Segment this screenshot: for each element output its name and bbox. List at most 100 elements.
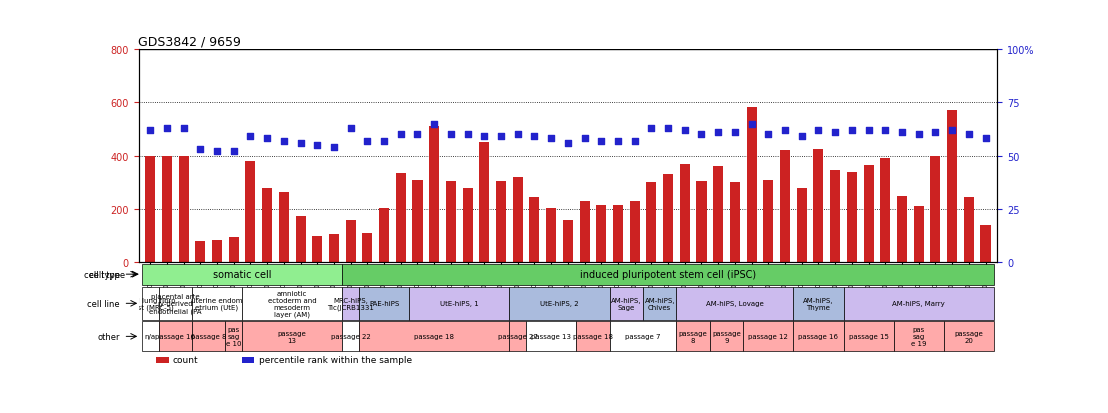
Point [542, 136, 560, 142]
Text: cell type: cell type [84, 270, 120, 279]
FancyBboxPatch shape [677, 322, 710, 351]
Bar [797, 188, 807, 263]
Point [459, 132, 476, 138]
Point [709, 129, 727, 136]
Bar [880, 159, 891, 263]
Point [910, 132, 927, 138]
Point [626, 138, 644, 145]
Bar [195, 242, 205, 263]
FancyBboxPatch shape [843, 322, 894, 351]
Bar [629, 202, 639, 263]
Point [576, 136, 594, 142]
Text: pas
sag
e 19: pas sag e 19 [911, 327, 926, 347]
Text: AM-hiPS,
Chives: AM-hiPS, Chives [645, 297, 675, 310]
Point [475, 134, 493, 140]
FancyBboxPatch shape [409, 287, 510, 320]
Text: AM-hiPS, Lovage: AM-hiPS, Lovage [706, 301, 763, 306]
Point [525, 134, 543, 140]
Text: other: other [98, 332, 120, 341]
Text: AM-hiPS,
Thyme: AM-hiPS, Thyme [803, 297, 833, 310]
Point [726, 129, 743, 136]
Bar [162, 156, 172, 263]
Point [258, 136, 276, 142]
Text: amniotic
ectoderm and
mesoderm
layer (AM): amniotic ectoderm and mesoderm layer (AM… [268, 290, 317, 317]
FancyBboxPatch shape [359, 287, 409, 320]
FancyBboxPatch shape [843, 287, 994, 320]
FancyBboxPatch shape [192, 287, 242, 320]
Bar [263, 188, 273, 263]
Text: uterine endom
etrium (UtE): uterine endom etrium (UtE) [192, 297, 243, 310]
Point [142, 127, 160, 134]
Point [609, 138, 627, 145]
Point [976, 136, 994, 142]
Bar [813, 150, 823, 263]
Point [960, 132, 977, 138]
FancyBboxPatch shape [242, 287, 342, 320]
Bar [429, 127, 439, 263]
Point [509, 132, 526, 138]
Text: passage
20: passage 20 [954, 330, 983, 343]
Bar [596, 206, 606, 263]
Bar [530, 197, 540, 263]
Bar [931, 156, 941, 263]
Text: passage 13: passage 13 [531, 334, 571, 339]
Text: passage 18: passage 18 [414, 334, 454, 339]
FancyBboxPatch shape [342, 322, 359, 351]
Text: somatic cell: somatic cell [213, 270, 271, 280]
Bar [563, 220, 573, 263]
FancyBboxPatch shape [944, 322, 994, 351]
Bar [279, 192, 289, 263]
FancyBboxPatch shape [342, 287, 359, 320]
Point [492, 134, 510, 140]
Bar [155, 357, 168, 363]
FancyBboxPatch shape [158, 322, 192, 351]
Bar [981, 225, 991, 263]
Text: GDS3842 / 9659: GDS3842 / 9659 [138, 36, 242, 48]
Bar [964, 197, 974, 263]
Bar [897, 196, 907, 263]
Text: passage 12: passage 12 [748, 334, 788, 339]
Text: passage 16: passage 16 [799, 334, 839, 339]
FancyBboxPatch shape [242, 322, 342, 351]
Text: passage 7: passage 7 [625, 334, 660, 339]
Point [325, 145, 342, 151]
FancyBboxPatch shape [609, 322, 677, 351]
FancyBboxPatch shape [743, 322, 793, 351]
Point [225, 149, 243, 155]
Text: MRC-hiPS,
Tic(JCRB1331: MRC-hiPS, Tic(JCRB1331 [327, 297, 375, 310]
Bar [763, 180, 773, 263]
Point [659, 125, 677, 132]
FancyBboxPatch shape [359, 322, 510, 351]
Point [893, 129, 911, 136]
FancyBboxPatch shape [576, 322, 609, 351]
Text: PAE-hiPS: PAE-hiPS [369, 301, 399, 306]
Point [158, 125, 176, 132]
Text: n/a: n/a [145, 334, 156, 339]
Bar [663, 175, 673, 263]
Text: AM-hiPS, Marry: AM-hiPS, Marry [892, 301, 945, 306]
Bar [329, 235, 339, 263]
Bar [178, 156, 188, 263]
Bar [242, 357, 255, 363]
FancyBboxPatch shape [677, 287, 793, 320]
Bar [312, 236, 322, 263]
Point [843, 127, 861, 134]
Bar [780, 151, 790, 263]
Point [777, 127, 794, 134]
Bar [546, 208, 556, 263]
Text: passage
9: passage 9 [712, 330, 741, 343]
Text: UtE-hiPS, 1: UtE-hiPS, 1 [440, 301, 479, 306]
FancyBboxPatch shape [192, 322, 225, 351]
FancyBboxPatch shape [510, 322, 526, 351]
Text: fetal lung fibro
blast (MRC-5): fetal lung fibro blast (MRC-5) [124, 297, 176, 310]
Point [827, 129, 844, 136]
Bar [245, 161, 256, 263]
Bar [579, 202, 589, 263]
Bar [830, 171, 840, 263]
Bar [396, 173, 406, 263]
Point [742, 121, 760, 128]
Bar [228, 237, 238, 263]
FancyBboxPatch shape [142, 264, 342, 285]
Text: cell line: cell line [88, 299, 120, 308]
Text: passage 27: passage 27 [497, 334, 537, 339]
